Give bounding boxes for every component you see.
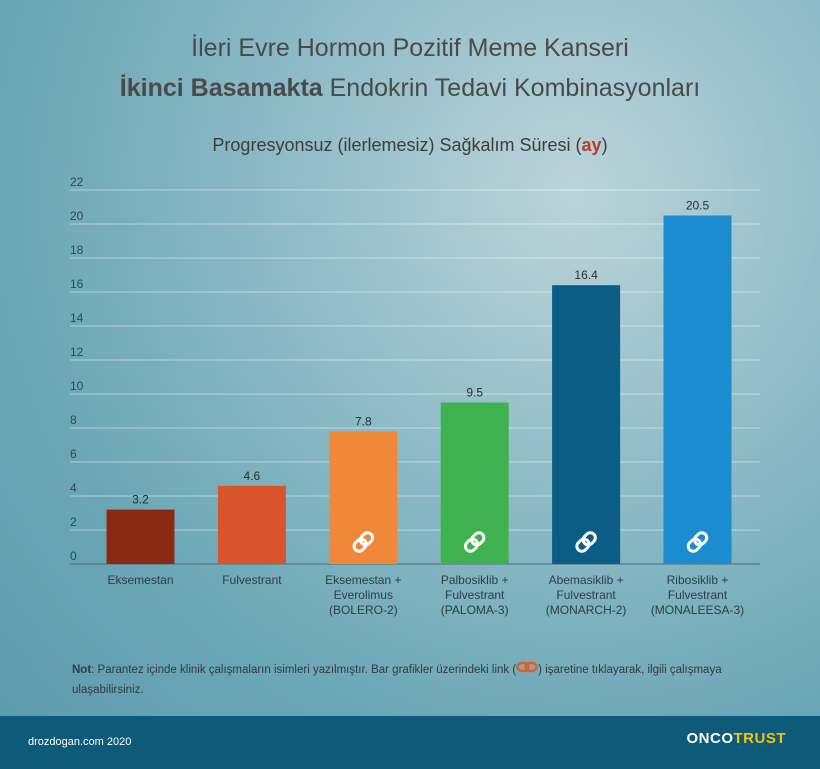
page-title: İleri Evre Hormon Pozitif Meme Kanseri İ… xyxy=(0,28,820,108)
title-line-2-rest: Endokrin Tedavi Kombinasyonları xyxy=(322,74,701,102)
x-tick-label: Ribosiklib + xyxy=(667,573,729,587)
title-line-1: İleri Evre Hormon Pozitif Meme Kanseri xyxy=(191,34,629,62)
x-tick-label: Palbosiklib + xyxy=(441,573,509,587)
x-tick-label: Abemasiklib + xyxy=(549,573,624,587)
x-tick-label: Eksemestan xyxy=(107,573,173,587)
bar xyxy=(440,402,509,564)
x-tick-label: (PALOMA-3) xyxy=(441,603,509,617)
y-tick-label: 12 xyxy=(70,345,84,359)
y-tick-label: 22 xyxy=(70,175,84,189)
y-tick-label: 6 xyxy=(70,447,77,461)
x-tick-label: Fulvestrant xyxy=(222,573,282,587)
x-tick-label: Eksemestan + xyxy=(325,573,401,587)
subtitle-end: ) xyxy=(601,135,608,155)
y-tick-label: 16 xyxy=(70,277,84,291)
y-tick-label: 10 xyxy=(70,379,84,393)
y-tick-label: 0 xyxy=(70,549,77,563)
bar xyxy=(217,485,286,564)
x-tick-label: (MONALEESA-3) xyxy=(651,603,744,617)
title-line-2-bold: İkinci Basamakta xyxy=(119,74,323,102)
bar xyxy=(329,431,398,564)
bar xyxy=(106,509,175,564)
link-chain-icon[interactable] xyxy=(463,531,486,554)
y-tick-label: 20 xyxy=(70,209,84,223)
x-tick-label: Fulvestrant xyxy=(668,588,728,602)
link-chain-icon xyxy=(516,660,538,680)
data-label: 3.2 xyxy=(132,493,149,507)
x-tick-label: (MONARCH-2) xyxy=(546,603,627,617)
note-label: Not xyxy=(72,664,92,677)
subtitle-main: Progresyonsuz (ilerlemesiz) Sağkalım Sür… xyxy=(212,135,582,155)
x-tick-label: Fulvestrant xyxy=(445,588,505,602)
title-line-2: İkinci Basamakta Endokrin Tedavi Kombina… xyxy=(0,68,820,108)
data-label: 7.8 xyxy=(355,414,372,428)
x-tick-label: (BOLERO-2) xyxy=(329,603,398,617)
link-chain-icon[interactable] xyxy=(575,531,598,554)
brand-part-b: TRUST xyxy=(733,730,786,747)
y-tick-label: 2 xyxy=(70,515,77,529)
footnote: Not: Parantez içinde klinik çalışmaların… xyxy=(72,660,732,700)
link-chain-icon[interactable] xyxy=(352,531,375,554)
data-label: 4.6 xyxy=(244,469,261,483)
note-text-before: : Parantez içinde klinik çalışmaların is… xyxy=(91,664,517,677)
x-tick-label: Fulvestrant xyxy=(556,588,616,602)
data-label: 16.4 xyxy=(574,268,598,282)
brand-part-a: ONCO xyxy=(686,730,734,747)
data-label: 9.5 xyxy=(466,386,483,400)
y-tick-label: 8 xyxy=(70,413,77,427)
brand-logo: ONCOTRUST xyxy=(687,730,787,747)
footer-bar: drozdogan.com 2020 ONCOTRUST xyxy=(0,716,820,769)
bar xyxy=(552,285,621,564)
y-tick-label: 4 xyxy=(70,481,77,495)
y-tick-label: 18 xyxy=(70,243,84,257)
chart-subtitle: Progresyonsuz (ilerlemesiz) Sağkalım Sür… xyxy=(0,135,820,156)
x-tick-label: Everolimus xyxy=(334,588,393,602)
note-text-after: ) işaretine tıklayarak, ilgili çalışmaya… xyxy=(72,664,722,697)
link-chain-icon[interactable] xyxy=(686,531,709,554)
data-label: 20.5 xyxy=(686,199,710,213)
bar-chart: 0 2 4 6 8 10 12 14 16 18 20 22 3.2 Eksemestan 4.6 Fulve… xyxy=(70,175,760,617)
footer-credit: drozdogan.com 2020 xyxy=(28,736,132,748)
subtitle-unit: ay xyxy=(581,135,602,155)
bar xyxy=(663,215,732,564)
y-tick-label: 14 xyxy=(70,311,84,325)
